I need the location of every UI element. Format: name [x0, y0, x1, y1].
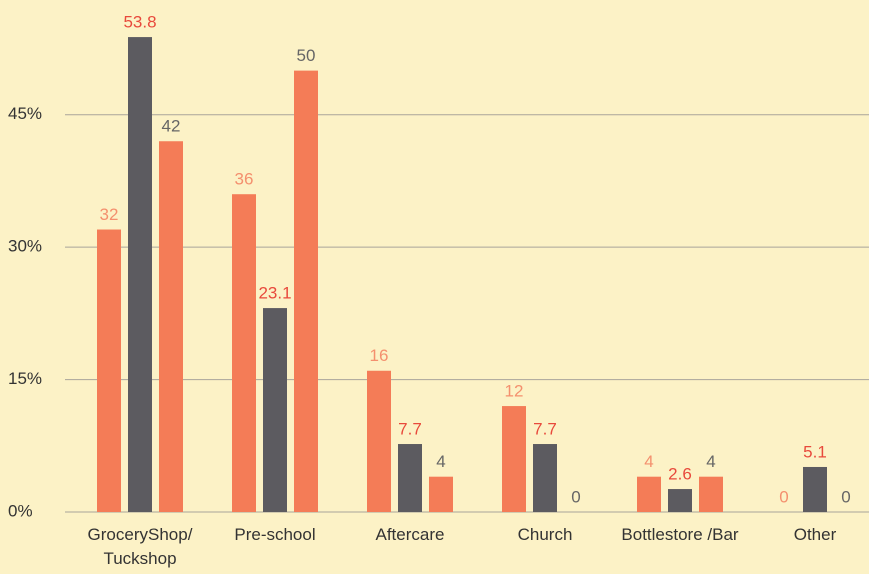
y-tick-label: 0%: [8, 501, 33, 520]
data-label: 23.1: [258, 284, 291, 303]
data-label: 12: [505, 382, 524, 401]
data-label: 42: [162, 117, 181, 136]
x-tick-label: Pre-school: [234, 525, 315, 544]
bar: [97, 229, 121, 512]
data-label: 50: [297, 46, 316, 65]
bar: [699, 476, 723, 512]
data-label: 53.8: [123, 13, 156, 32]
bar: [263, 308, 287, 512]
data-label: 4: [706, 452, 715, 471]
bar: [398, 444, 422, 512]
y-tick-label: 45%: [8, 104, 42, 123]
bar: [803, 466, 827, 512]
data-label: 36: [235, 170, 254, 189]
bar: [429, 476, 453, 512]
data-label: 0: [571, 487, 580, 506]
bar: [232, 194, 256, 512]
bar: [502, 406, 526, 512]
x-tick-label: Bottlestore /Bar: [621, 525, 739, 544]
y-tick-label: 15%: [8, 369, 42, 388]
data-label: 4: [644, 452, 653, 471]
x-tick-label: Aftercare: [376, 525, 445, 544]
x-tick-label: Church: [518, 525, 573, 544]
bar: [637, 476, 661, 512]
bar: [533, 444, 557, 512]
data-label: 0: [779, 487, 788, 506]
data-label: 7.7: [398, 420, 422, 439]
x-tick-label: Other: [794, 525, 837, 544]
bar: [668, 489, 692, 512]
data-label: 7.7: [533, 420, 557, 439]
data-label: 0: [841, 487, 850, 506]
y-tick-label: 30%: [8, 237, 42, 256]
data-label: 4: [436, 452, 445, 471]
data-label: 5.1: [803, 442, 827, 461]
data-label: 32: [100, 205, 119, 224]
bar: [367, 370, 391, 512]
bar: [128, 37, 152, 512]
x-tick-label: GroceryShop/Tuckshop: [88, 525, 193, 568]
bar: [159, 141, 183, 512]
data-label: 2.6: [668, 465, 692, 484]
bar: [294, 70, 318, 512]
data-label: 16: [370, 346, 389, 365]
